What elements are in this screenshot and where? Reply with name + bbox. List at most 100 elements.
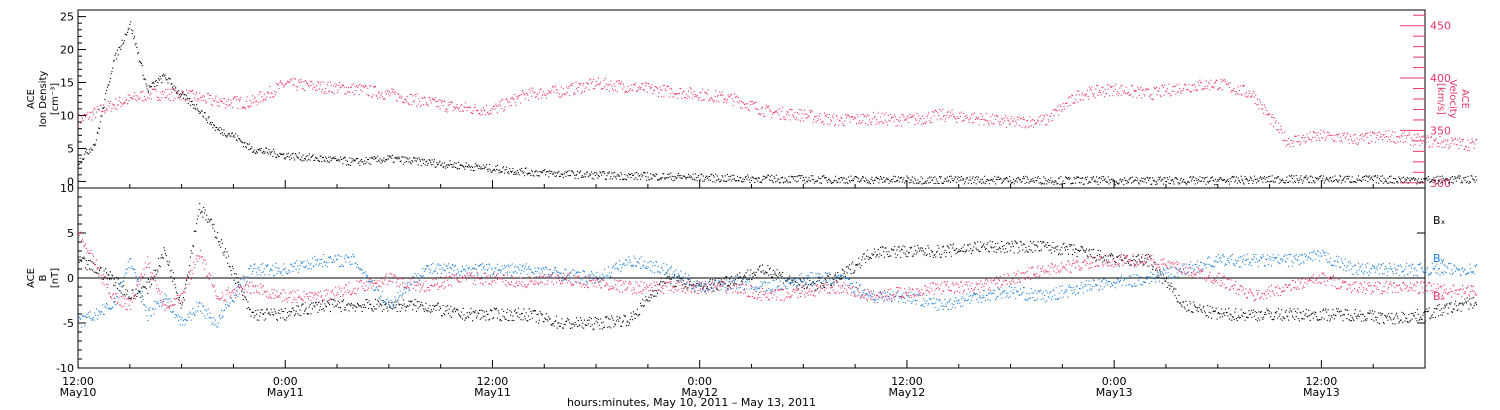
data-point (1394, 131, 1396, 133)
data-point (194, 99, 196, 101)
data-point (605, 83, 607, 85)
data-point (986, 119, 988, 121)
data-point (514, 310, 516, 312)
data-point (780, 177, 782, 179)
data-point (730, 94, 732, 96)
data-point (169, 78, 171, 80)
data-point (754, 182, 756, 184)
data-point (855, 176, 857, 178)
data-point (1437, 142, 1439, 144)
data-point (1462, 140, 1464, 142)
data-point (794, 281, 796, 283)
data-point (509, 168, 511, 170)
data-point (1016, 181, 1018, 183)
data-point (1134, 90, 1136, 92)
data-point (520, 170, 522, 172)
data-point (1360, 180, 1362, 182)
data-point (598, 84, 600, 86)
data-point (618, 175, 620, 177)
data-point (543, 170, 545, 172)
data-point (1089, 181, 1091, 183)
data-point (1047, 180, 1049, 182)
data-point (298, 152, 300, 154)
data-point (804, 182, 806, 184)
data-point (312, 83, 314, 85)
data-point (698, 99, 700, 101)
data-point (661, 281, 663, 283)
data-point (587, 176, 589, 178)
data-point (801, 287, 803, 289)
data-point (103, 106, 105, 108)
data-point (748, 110, 750, 112)
data-point (1347, 178, 1349, 180)
data-point (953, 180, 955, 182)
data-point (842, 124, 844, 126)
data-point (399, 95, 401, 97)
data-point (1040, 115, 1042, 117)
data-point (405, 157, 407, 159)
data-point (1183, 84, 1185, 86)
data-point (463, 314, 465, 316)
data-point (526, 320, 528, 322)
data-point (1410, 177, 1412, 179)
data-point (99, 270, 101, 272)
data-point (920, 176, 922, 178)
data-point (560, 173, 562, 175)
data-point (322, 157, 324, 159)
data-point (770, 179, 772, 181)
data-point (1134, 90, 1136, 92)
data-point (1452, 139, 1454, 141)
data-point (659, 284, 661, 286)
data-point (946, 115, 948, 117)
data-point (520, 319, 522, 321)
data-point (252, 101, 254, 103)
data-point (134, 36, 136, 38)
data-point (918, 115, 920, 117)
data-point (211, 224, 213, 226)
data-point (337, 89, 339, 91)
data-point (701, 99, 703, 101)
data-point (806, 287, 808, 289)
data-point (615, 176, 617, 178)
data-point (299, 309, 301, 311)
data-point (1193, 176, 1195, 178)
data-point (389, 156, 391, 158)
data-point (1007, 180, 1009, 182)
data-point (714, 279, 716, 281)
data-point (1409, 134, 1411, 136)
data-point (907, 177, 909, 179)
data-point (788, 278, 790, 280)
data-point (578, 325, 580, 327)
data-point (1343, 132, 1345, 134)
data-point (1171, 90, 1173, 92)
data-point (778, 114, 780, 116)
data-point (681, 97, 683, 99)
data-point (954, 176, 956, 178)
data-point (244, 296, 246, 298)
data-point (1196, 179, 1198, 181)
data-point (932, 111, 934, 113)
data-point (1058, 109, 1060, 111)
data-point (1371, 178, 1373, 180)
data-point (399, 310, 401, 312)
data-point (197, 215, 199, 217)
data-point (944, 120, 946, 122)
data-point (1325, 178, 1327, 180)
data-point (1389, 139, 1391, 141)
data-point (371, 96, 373, 98)
data-point (761, 264, 763, 266)
data-point (210, 124, 212, 126)
data-point (432, 98, 434, 100)
data-point (568, 170, 570, 172)
data-point (327, 81, 329, 83)
data-point (102, 277, 104, 279)
data-point (1174, 177, 1176, 179)
data-point (1360, 134, 1362, 136)
data-point (242, 146, 244, 148)
data-point (1002, 181, 1004, 183)
data-point (939, 108, 941, 110)
data-point (482, 107, 484, 109)
data-point (308, 313, 310, 315)
data-point (529, 91, 531, 93)
data-point (497, 310, 499, 312)
